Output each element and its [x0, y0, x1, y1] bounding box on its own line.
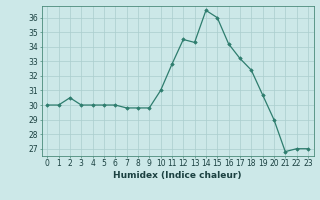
X-axis label: Humidex (Indice chaleur): Humidex (Indice chaleur)	[113, 171, 242, 180]
